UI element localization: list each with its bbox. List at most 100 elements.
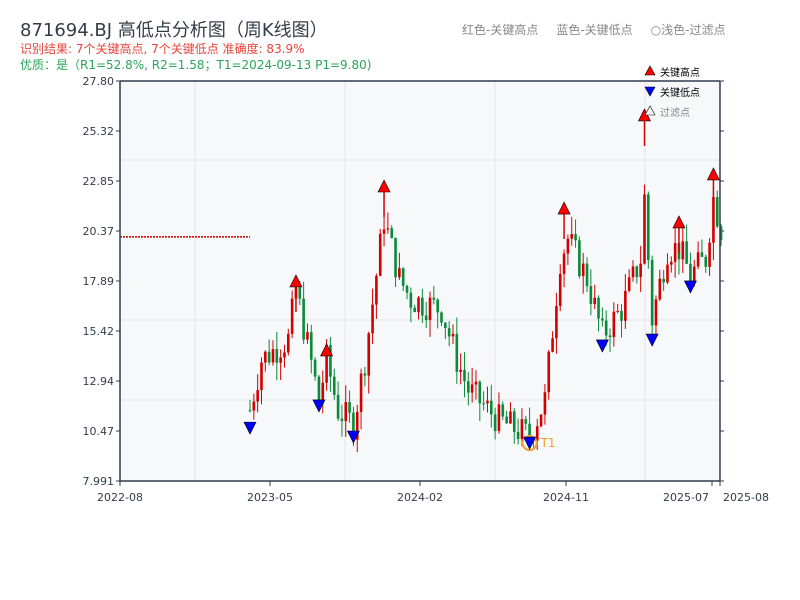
candle-body bbox=[386, 228, 390, 230]
plot-area bbox=[120, 81, 720, 481]
candle-body bbox=[413, 307, 416, 313]
candle-body bbox=[283, 352, 286, 358]
candle-body bbox=[639, 263, 642, 278]
candle-body bbox=[581, 263, 585, 277]
x-tick-label: 2022-08 bbox=[97, 491, 143, 504]
candle-body bbox=[512, 411, 516, 432]
x-tick-label: 2025-07 bbox=[663, 491, 709, 504]
key-low-marker bbox=[312, 399, 326, 413]
candle-body bbox=[359, 373, 363, 412]
candle-body bbox=[394, 237, 397, 278]
candle-body bbox=[558, 273, 562, 307]
candle-body bbox=[451, 333, 455, 337]
result-summary: 识别结果: 7个关键高点, 7个关键低点 准确度: 83.9% bbox=[20, 42, 305, 56]
candle-body bbox=[398, 268, 401, 278]
candle-body bbox=[486, 400, 489, 404]
candle-body bbox=[264, 351, 267, 363]
candle-body bbox=[279, 357, 282, 363]
candle-body bbox=[631, 266, 635, 278]
candle-body bbox=[685, 241, 688, 264]
candle-body bbox=[712, 197, 715, 243]
legend-marker bbox=[644, 86, 656, 97]
candle-body bbox=[589, 286, 593, 305]
candle-body bbox=[658, 278, 662, 300]
key-low-marker bbox=[645, 333, 659, 347]
candle-body bbox=[627, 277, 631, 291]
x-tick-label: 2024-02 bbox=[397, 491, 443, 504]
candle-body bbox=[256, 390, 259, 402]
legend-red-high: 红色-关键高点 bbox=[462, 23, 539, 37]
candle-body bbox=[543, 392, 547, 415]
candle-body bbox=[620, 310, 623, 321]
candle-body bbox=[597, 297, 600, 319]
candle-body bbox=[604, 320, 608, 336]
candle-body bbox=[516, 431, 520, 439]
candle-body bbox=[302, 298, 305, 340]
y-tick-label: 10.47 bbox=[83, 425, 115, 438]
candle-body bbox=[290, 298, 294, 334]
y-tick-label: 15.42 bbox=[83, 325, 115, 338]
candle-body bbox=[524, 419, 528, 424]
candle-body bbox=[375, 275, 378, 305]
x-tick-label: 2025-08 bbox=[723, 491, 769, 504]
key-high-marker bbox=[377, 179, 391, 193]
x-tick-label: 2024-11 bbox=[543, 491, 589, 504]
candle-body bbox=[440, 312, 443, 323]
candle-body bbox=[363, 373, 367, 376]
candle-body bbox=[348, 402, 351, 413]
candle-body bbox=[321, 382, 325, 402]
candle-body bbox=[474, 381, 478, 385]
legend-blue-low: 蓝色-关键低点 bbox=[556, 23, 633, 37]
candle-body bbox=[332, 376, 336, 395]
candle-body bbox=[409, 292, 413, 308]
legend-label: 关键高点 bbox=[660, 66, 700, 79]
t1-circle bbox=[521, 435, 538, 452]
candle-body bbox=[421, 297, 424, 316]
candle-body bbox=[428, 297, 432, 321]
candle-body bbox=[708, 242, 711, 267]
candle-body bbox=[378, 233, 382, 276]
candle-body bbox=[505, 416, 508, 424]
candle-body bbox=[612, 311, 616, 338]
quality-summary: 优质：是（R1=52.8%, R2=1.58；T1=2024-09-13 P1=… bbox=[20, 58, 372, 72]
candle-body bbox=[336, 394, 340, 419]
candle-body bbox=[313, 359, 317, 377]
candle-body bbox=[509, 411, 512, 424]
candle-body bbox=[650, 259, 654, 326]
candle-body bbox=[635, 266, 639, 278]
candle-body bbox=[459, 369, 462, 372]
candle-body bbox=[248, 410, 252, 412]
candle-body bbox=[574, 234, 577, 241]
y-tick-label: 12.94 bbox=[83, 375, 115, 388]
candle-body bbox=[670, 261, 673, 265]
candle-body bbox=[489, 400, 493, 415]
candle-body bbox=[608, 335, 612, 338]
candle-body bbox=[585, 263, 589, 287]
candle-body bbox=[252, 401, 256, 411]
candle-body bbox=[467, 381, 470, 393]
y-tick-label: 22.85 bbox=[83, 175, 115, 188]
candle-body bbox=[390, 228, 394, 238]
key-high-marker bbox=[289, 274, 303, 288]
candle-body bbox=[704, 256, 708, 267]
legend-marker bbox=[644, 65, 656, 76]
candle-body bbox=[719, 226, 723, 240]
candle-body bbox=[478, 381, 482, 404]
candle-body bbox=[340, 418, 344, 422]
candle-body bbox=[260, 362, 263, 391]
candle-body bbox=[578, 240, 581, 277]
candle-body bbox=[493, 414, 497, 431]
candle-body bbox=[306, 332, 309, 340]
candle-body bbox=[700, 252, 704, 257]
candle-body bbox=[555, 306, 558, 339]
candle-body bbox=[547, 351, 551, 393]
x-tick-label: 2023-05 bbox=[247, 491, 293, 504]
candle-body bbox=[417, 297, 420, 313]
candle-body bbox=[482, 403, 485, 405]
candle-body bbox=[551, 338, 554, 352]
candle-body bbox=[689, 263, 692, 281]
candle-body bbox=[424, 315, 428, 321]
candle-body bbox=[601, 318, 604, 321]
key-high-marker bbox=[320, 343, 334, 357]
candle-body bbox=[666, 264, 669, 283]
